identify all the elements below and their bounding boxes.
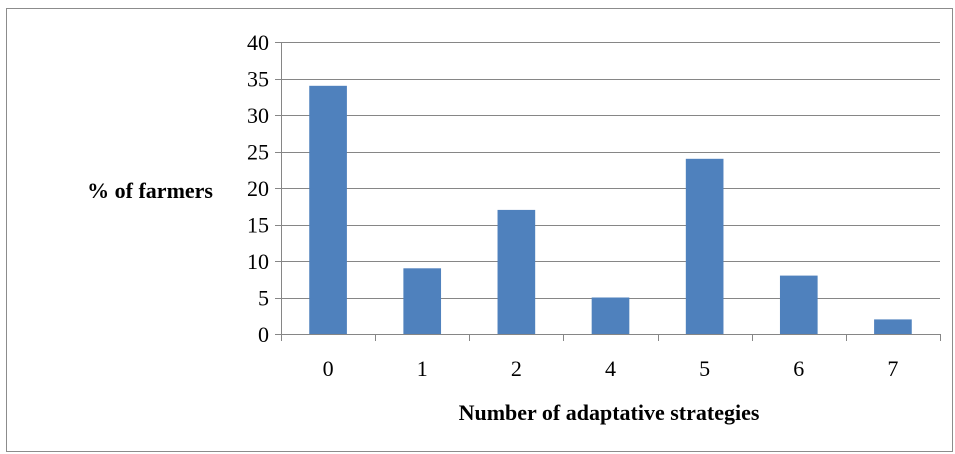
bar-2: [497, 209, 536, 334]
x-tick-label: 2: [511, 356, 522, 381]
x-tick-label: 7: [887, 356, 898, 381]
bar-5: [685, 158, 724, 334]
grid-lines: [281, 42, 940, 299]
x-tick-label: 0: [323, 356, 334, 381]
y-tick-label: 30: [247, 103, 269, 128]
bar-0: [309, 85, 347, 334]
y-tick-label: 5: [258, 286, 269, 311]
y-tick-labels: 0 5 10 15 20 25 30 35 40: [247, 30, 269, 347]
y-tick-label: 15: [247, 213, 269, 238]
axes: [275, 42, 941, 341]
x-tick-label: 1: [417, 356, 428, 381]
x-tick-labels: 0 1 2 4 5 6 7: [323, 356, 899, 381]
x-tick-label: 5: [699, 356, 710, 381]
x-axis-title: Number of adaptative strategies: [459, 400, 760, 425]
y-tick-label: 0: [258, 322, 269, 347]
bar-7: [874, 319, 912, 334]
bar-series: [309, 85, 912, 334]
y-tick-label: 10: [247, 249, 269, 274]
bar-6: [779, 275, 818, 334]
y-axis-title: % of farmers: [87, 178, 213, 203]
bar-4: [591, 297, 630, 334]
y-tick-label: 25: [247, 140, 269, 165]
y-tick-label: 35: [247, 67, 269, 92]
x-tick-label: 4: [605, 356, 616, 381]
y-tick-label: 20: [247, 176, 269, 201]
x-tick-label: 6: [793, 356, 804, 381]
bar-1: [403, 268, 442, 334]
chart-frame: [6, 8, 953, 452]
y-tick-label: 40: [247, 30, 269, 55]
